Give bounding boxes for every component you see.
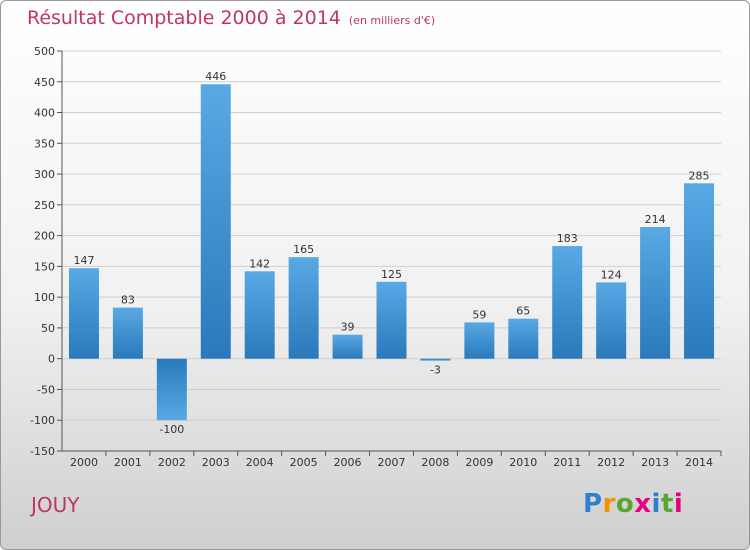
data-label: 214 [645, 213, 666, 226]
commune-name: JOUY [31, 493, 80, 517]
bar [552, 246, 583, 359]
bar [200, 84, 231, 359]
chart-unit: (en milliers d'€) [348, 14, 436, 27]
bar [684, 183, 715, 359]
logo-letter: t [660, 489, 674, 519]
logo-letter: x [634, 489, 652, 519]
x-tick-label: 2010 [509, 456, 537, 469]
data-label: 124 [601, 268, 622, 281]
data-label: 83 [121, 294, 135, 307]
chart-title: Résultat Comptable 2000 à 2014 (en millie… [27, 7, 435, 29]
x-tick-label: 2013 [641, 456, 669, 469]
bar [332, 334, 363, 359]
x-tick-label: 2003 [202, 456, 230, 469]
x-tick-label: 2001 [114, 456, 142, 469]
y-tick-label: 200 [34, 230, 55, 243]
data-label: 183 [557, 232, 578, 245]
y-tick-label: 50 [41, 322, 55, 335]
x-tick-label: 2009 [465, 456, 493, 469]
y-tick-label: 0 [48, 353, 55, 366]
bar [640, 227, 671, 359]
y-tick-label: -50 [37, 383, 55, 396]
logo-letter: i [673, 489, 684, 519]
y-tick-label: 500 [34, 45, 55, 58]
bar [464, 322, 495, 359]
y-tick-label: 300 [34, 168, 55, 181]
y-tick-label: -100 [30, 414, 55, 427]
data-label: 65 [516, 305, 530, 318]
y-tick-label: 350 [34, 137, 55, 150]
x-tick-label: 2007 [378, 456, 406, 469]
bar [596, 282, 627, 359]
bar [508, 318, 539, 359]
x-tick-label: 2014 [685, 456, 713, 469]
y-tick-label: 150 [34, 260, 55, 273]
data-label: 165 [293, 243, 314, 256]
logo-letter: i [651, 489, 661, 519]
x-tick-label: 2006 [334, 456, 362, 469]
x-tick-label: 2012 [597, 456, 625, 469]
bar [68, 268, 99, 359]
y-tick-label: 400 [34, 107, 55, 120]
logo-letter: P [583, 489, 603, 519]
x-tick-label: 2004 [246, 456, 274, 469]
x-tick-label: 2011 [553, 456, 581, 469]
data-label: -3 [430, 364, 441, 377]
data-label: 446 [205, 70, 226, 83]
bar [156, 358, 187, 421]
x-tick-label: 2008 [421, 456, 449, 469]
data-label: 147 [73, 254, 94, 267]
data-label: 125 [381, 268, 402, 281]
bar [288, 257, 319, 359]
data-label: 285 [689, 169, 710, 182]
y-tick-label: -150 [30, 445, 55, 458]
proxiti-logo: Proxiti [583, 489, 683, 519]
bar [376, 281, 407, 359]
data-label: 39 [341, 321, 355, 334]
logo-letter: o [615, 489, 635, 519]
x-tick-label: 2002 [158, 456, 186, 469]
chart-title-main: Résultat Comptable 2000 à 2014 [27, 7, 341, 29]
logo-letter: r [602, 489, 616, 519]
x-tick-label: 2005 [290, 456, 318, 469]
bar [420, 358, 451, 361]
data-label: 59 [472, 308, 486, 321]
y-tick-label: 100 [34, 291, 55, 304]
y-tick-label: 450 [34, 76, 55, 89]
data-label: -100 [159, 423, 184, 436]
bar [112, 307, 143, 359]
bar [244, 271, 275, 359]
y-tick-label: 250 [34, 199, 55, 212]
data-label: 142 [249, 257, 270, 270]
x-tick-label: 2000 [70, 456, 98, 469]
